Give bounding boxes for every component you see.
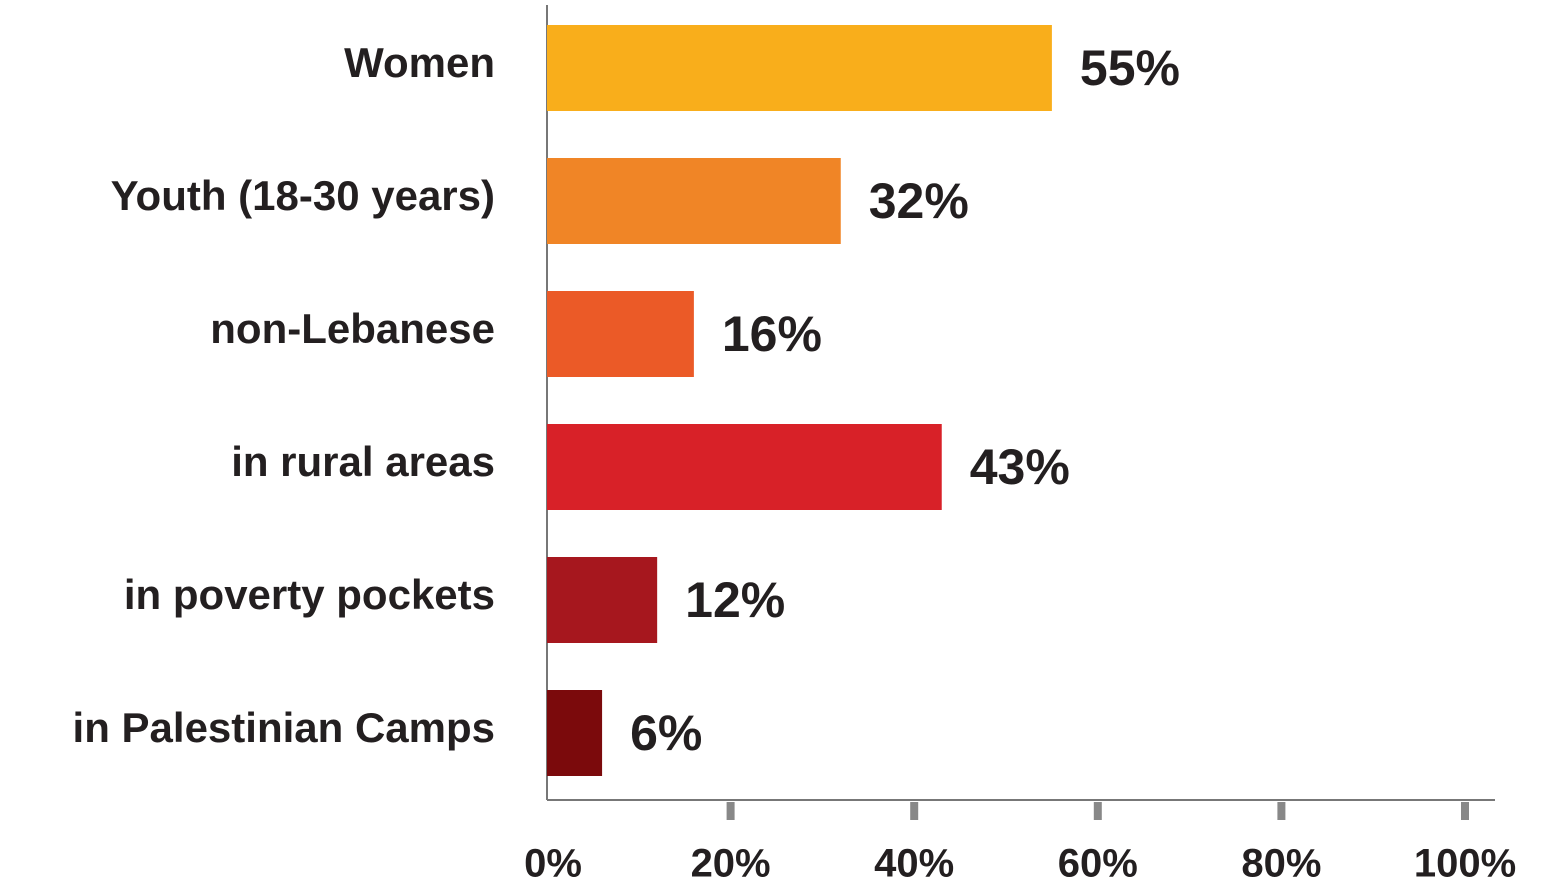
category-label: non-Lebanese xyxy=(210,305,495,352)
bar xyxy=(547,557,658,643)
x-tick-label: 80% xyxy=(1241,842,1321,886)
x-tick-label: 0% xyxy=(524,842,582,886)
bar xyxy=(547,424,942,510)
value-label: 55% xyxy=(1080,40,1180,96)
tick-mark xyxy=(1093,802,1102,820)
category-label: Youth (18-30 years) xyxy=(111,172,495,219)
value-label: 12% xyxy=(685,572,785,628)
x-tick-label: 40% xyxy=(874,842,954,886)
value-label: 43% xyxy=(970,439,1070,495)
x-tick-label: 60% xyxy=(1058,842,1138,886)
x-tick-label: 100% xyxy=(1414,842,1516,886)
value-label: 6% xyxy=(630,705,702,761)
category-label: in Palestinian Camps xyxy=(73,704,495,751)
tick-mark xyxy=(1277,802,1286,820)
category-label: Women xyxy=(344,39,495,86)
bar xyxy=(547,158,841,244)
category-label: in poverty pockets xyxy=(124,571,495,618)
tick-mark xyxy=(1461,802,1469,820)
tick-mark xyxy=(910,802,919,820)
x-tick-label: 20% xyxy=(691,842,771,886)
bar xyxy=(547,25,1052,111)
tick-mark xyxy=(726,802,735,820)
bar xyxy=(547,690,603,776)
value-label: 32% xyxy=(869,173,969,229)
bar xyxy=(547,291,694,377)
value-label: 16% xyxy=(722,306,822,362)
category-label: in rural areas xyxy=(231,438,495,485)
